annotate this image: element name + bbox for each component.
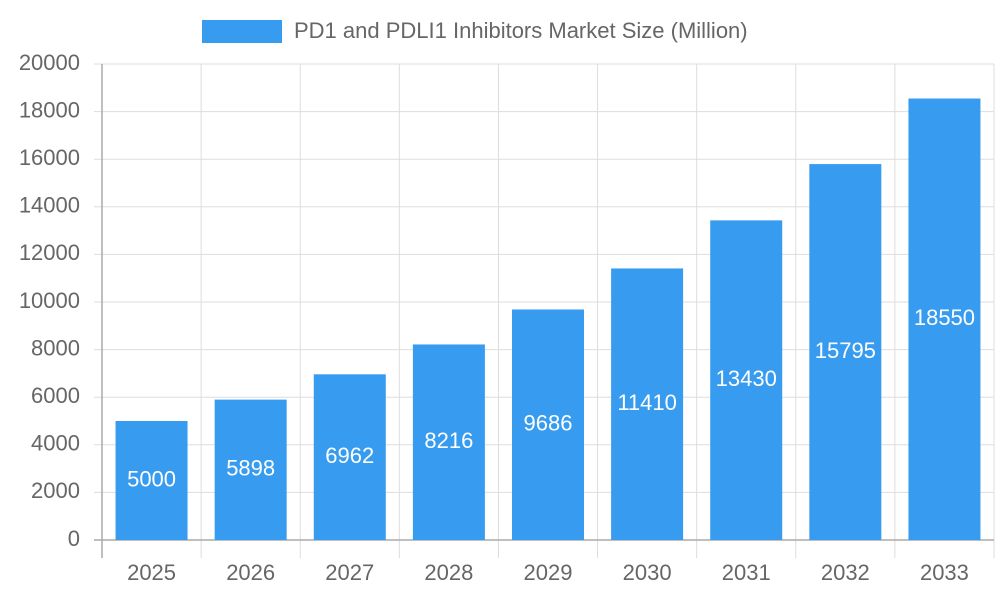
- y-tick-label: 18000: [19, 97, 80, 122]
- y-tick-label: 12000: [19, 240, 80, 265]
- data-label: 9686: [524, 411, 573, 436]
- bar: [908, 98, 981, 540]
- bar: [115, 421, 188, 540]
- data-label: 6962: [325, 443, 374, 468]
- y-tick-label: 2000: [31, 478, 80, 503]
- bar: [710, 220, 783, 540]
- data-label: 11410: [617, 390, 677, 415]
- y-tick-label: 16000: [19, 145, 80, 170]
- bar: [512, 309, 584, 540]
- legend-swatch: [202, 20, 282, 43]
- y-tick-label: 4000: [31, 431, 80, 456]
- data-label: 8216: [424, 428, 473, 453]
- bar: [412, 344, 485, 540]
- bar: [611, 268, 684, 540]
- x-tick-label: 2028: [424, 560, 473, 585]
- data-label: 15795: [815, 338, 876, 363]
- x-tick-label: 2030: [623, 560, 672, 585]
- x-tick-label: 2026: [226, 560, 275, 585]
- data-label: 18550: [914, 305, 975, 330]
- x-tick-label: 2032: [821, 560, 870, 585]
- bar: [809, 164, 882, 541]
- x-tick-label: 2025: [127, 560, 176, 585]
- x-tick-label: 2029: [524, 560, 573, 585]
- data-label: 13430: [716, 366, 777, 391]
- bar: [214, 399, 287, 540]
- y-tick-label: 20000: [19, 50, 80, 75]
- y-tick-label: 8000: [31, 335, 80, 360]
- data-label: 5898: [226, 456, 275, 481]
- x-tick-label: 2027: [325, 560, 374, 585]
- bar: [313, 374, 386, 540]
- x-tick-label: 2031: [722, 560, 771, 585]
- y-tick-label: 6000: [31, 383, 80, 408]
- y-tick-label: 14000: [19, 193, 80, 218]
- y-tick-label: 10000: [19, 288, 80, 313]
- y-tick-label: 0: [68, 526, 80, 551]
- x-tick-label: 2033: [920, 560, 969, 585]
- data-label: 5000: [127, 466, 176, 491]
- legend-label: PD1 and PDLI1 Inhibitors Market Size (Mi…: [294, 18, 748, 43]
